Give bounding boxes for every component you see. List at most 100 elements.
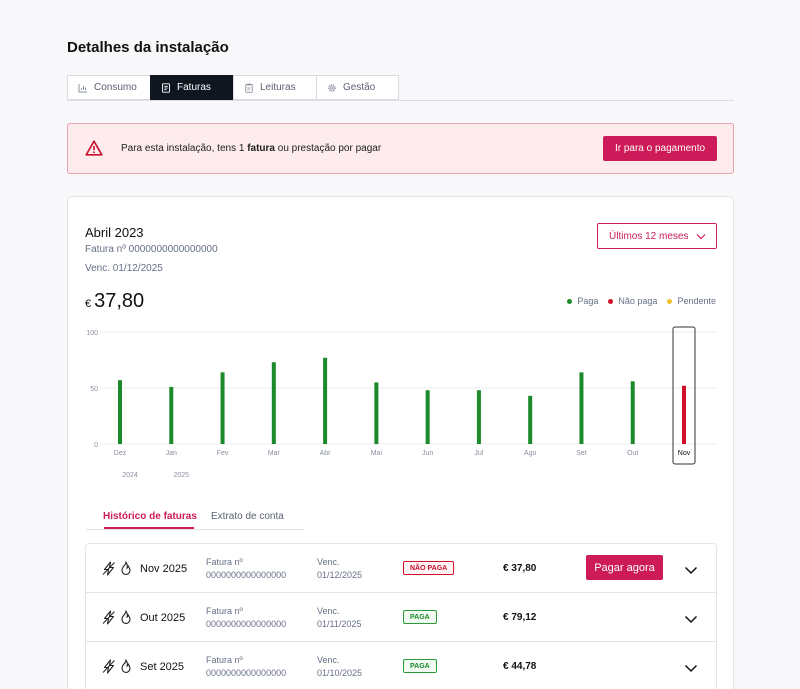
x-tick-label: Set xyxy=(576,450,587,457)
x-tick-label: Fev xyxy=(217,450,229,457)
tab-gestao[interactable]: Gestão xyxy=(316,75,399,100)
legend-dot xyxy=(608,298,614,304)
chart-bar xyxy=(476,390,481,444)
legend-dot xyxy=(667,298,673,304)
chevron-down-icon xyxy=(696,232,706,243)
alert-message: Para esta instalação, tens 1 fatura ou p… xyxy=(121,143,382,154)
chart-legend: Paga Não paga Pendente xyxy=(567,296,716,306)
chart-bar xyxy=(271,362,276,444)
document-icon xyxy=(161,82,171,93)
invoice-month: Nov 2025 xyxy=(140,563,188,575)
due-date-cell: Venc. 01/11/2025 xyxy=(317,606,362,629)
due-date: Venc. 01/12/2025 xyxy=(85,263,163,274)
invoice-month: Out 2025 xyxy=(140,612,186,624)
chevron-down-icon[interactable] xyxy=(684,660,698,678)
invoice-period: Abril 2023 xyxy=(85,225,144,240)
chart-bar xyxy=(220,372,225,444)
selected-month-highlight xyxy=(672,326,696,465)
flame-icon xyxy=(120,609,132,630)
chart-bar xyxy=(323,357,328,444)
chart-bar xyxy=(579,372,584,444)
chevron-down-icon[interactable] xyxy=(684,562,698,580)
y-tick-label: 50 xyxy=(90,386,98,393)
chart-bar xyxy=(118,380,122,444)
invoice-row: Nov 2025 Fatura nº 0000000000000000 Venc.… xyxy=(86,544,716,593)
due-date-cell: Venc. 01/10/2025 xyxy=(317,655,363,678)
invoice-amount-cell: € 37,80 xyxy=(503,563,537,574)
history-subtabs: Histórico de faturas Extrato de conta xyxy=(86,505,305,530)
invoice-number-cell: Fatura nº 0000000000000000 xyxy=(206,557,287,580)
invoice-number-cell: Fatura nº 0000000000000000 xyxy=(206,655,287,678)
invoice-amount: €37,80 xyxy=(85,290,144,313)
invoice-amount-cell: € 44,78 xyxy=(503,661,537,672)
invoice-number-cell: Fatura nº 0000000000000000 xyxy=(206,606,287,629)
status-badge: PAGA xyxy=(403,659,437,673)
invoice-amount-cell: € 79,12 xyxy=(503,612,537,623)
chart-bar xyxy=(169,386,174,444)
period-range-select[interactable]: Últimos 12 meses xyxy=(597,223,717,249)
x-tick-label: Mai xyxy=(371,450,383,457)
invoice-row: Set 2025 Fatura nº 0000000000000000 Venc.… xyxy=(86,642,716,689)
chart-bar xyxy=(630,381,635,444)
invoice-number: Fatura nº 0000000000000000 xyxy=(85,244,218,255)
y-tick-label: 100 xyxy=(86,330,98,337)
x-tick-label: Abr xyxy=(320,450,332,457)
legend-dot xyxy=(567,298,573,304)
x-tick-label: Nov xyxy=(678,450,691,457)
lightning-icon xyxy=(102,561,116,581)
tab-label: Leituras xyxy=(260,82,296,93)
tab-leituras[interactable]: Leituras xyxy=(233,75,316,100)
legend-item-paid: Paga xyxy=(567,296,598,306)
page-title: Detalhes da instalação xyxy=(67,39,229,56)
row-icons xyxy=(102,658,132,679)
tab-label: Faturas xyxy=(177,82,211,93)
tab-faturas[interactable]: Faturas xyxy=(150,75,233,100)
clipboard-icon xyxy=(244,83,254,93)
bar-chart-icon xyxy=(78,83,88,93)
row-icons xyxy=(102,560,132,581)
tab-label: Consumo xyxy=(94,82,137,93)
flame-icon xyxy=(120,658,132,679)
x-tick-label: Jul xyxy=(474,450,483,457)
chart-bar xyxy=(528,395,533,444)
status-badge: NÃO PAGA xyxy=(403,561,455,575)
chart-bar xyxy=(682,385,686,444)
x-tick-label: Mar xyxy=(268,450,281,457)
warning-icon xyxy=(85,140,103,161)
chart-bar xyxy=(374,382,379,444)
flame-icon xyxy=(120,560,132,581)
x-tick-label: Dez xyxy=(114,450,127,457)
subtab-invoice-history[interactable]: Histórico de faturas xyxy=(103,511,197,522)
due-date-cell: Venc. 01/12/2025 xyxy=(317,557,363,580)
go-to-payment-button[interactable]: Ir para o pagamento xyxy=(603,136,717,161)
x-tick-label: Out xyxy=(627,450,638,457)
payment-alert: Para esta instalação, tens 1 fatura ou p… xyxy=(67,123,734,174)
invoice-list: Nov 2025 Fatura nº 0000000000000000 Venc.… xyxy=(85,543,717,689)
chart-bar xyxy=(425,390,430,444)
tabs-divider xyxy=(67,100,734,101)
subtab-account-statement[interactable]: Extrato de conta xyxy=(211,511,284,522)
lightning-icon xyxy=(102,610,116,630)
y-tick-label: 0 xyxy=(94,442,98,449)
x-tick-label: Jun xyxy=(422,450,433,457)
invoice-row: Out 2025 Fatura nº 0000000000000000 Venc.… xyxy=(86,593,716,642)
invoice-month: Set 2025 xyxy=(140,661,185,673)
legend-item-unpaid: Não paga xyxy=(608,296,657,306)
tab-label: Gestão xyxy=(343,82,376,93)
legend-item-pending: Pendente xyxy=(667,296,716,306)
tab-consumo[interactable]: Consumo xyxy=(67,75,150,100)
status-badge: PAGA xyxy=(403,610,437,624)
invoices-bar-chart: 0 50 100 Dez Jan Fev Mar Abr Mai Jun Jul Ago Set Out N… xyxy=(86,326,718,479)
gear-icon xyxy=(327,83,337,93)
chevron-down-icon[interactable] xyxy=(684,611,698,629)
active-subtab-indicator xyxy=(104,527,194,529)
amount-value: 37,80 xyxy=(94,290,145,312)
pay-now-button[interactable]: Pagar agora xyxy=(586,555,663,580)
invoice-summary-card: Abril 2023 Fatura nº 0000000000000000 Ve… xyxy=(67,196,734,689)
lightning-icon xyxy=(102,659,116,679)
year-label: 2025 xyxy=(173,472,189,479)
x-tick-label: Ago xyxy=(524,450,537,457)
row-icons xyxy=(102,609,132,630)
range-select-label: Últimos 12 meses xyxy=(609,230,689,242)
tab-bar: Consumo Faturas Leituras Gestão xyxy=(67,75,399,101)
